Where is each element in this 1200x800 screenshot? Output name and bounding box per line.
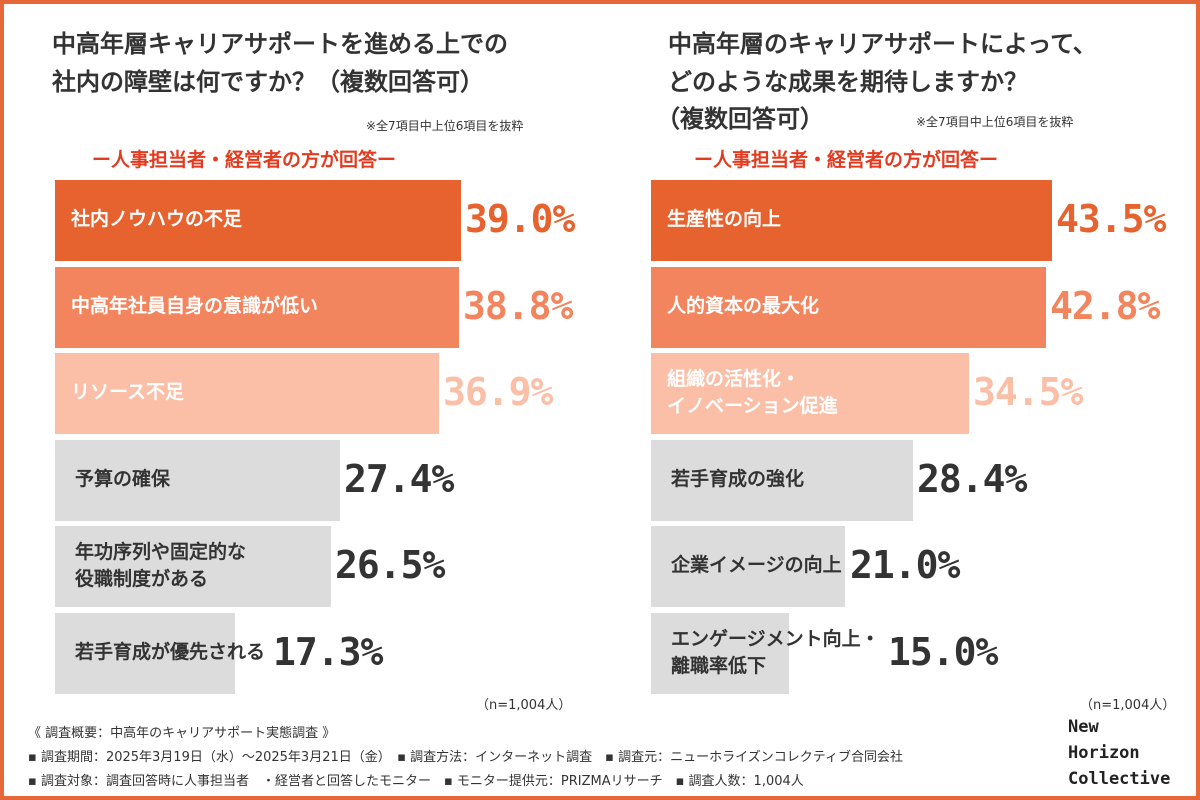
left-bar-5	[55, 526, 331, 607]
left-bar-6	[55, 613, 235, 694]
left-bar-label-4: 予算の確保	[75, 468, 171, 490]
right-bar-3	[651, 353, 969, 434]
left-bar-label-1: 社内ノウハウの不足	[71, 208, 243, 230]
left-respondent-label: ー人事担当者・経営者の方が回答ー	[92, 149, 397, 171]
right-note: ※全7項目中上位6項目を抜粋	[916, 115, 1074, 129]
right-bar-value-2: 42.8%	[1050, 283, 1160, 328]
right-bar-label-5: 企業イメージの向上	[671, 554, 842, 576]
right-bar-4	[651, 440, 913, 521]
left-question-title-line2: 社内の障壁は何ですか？（複数回答可）	[52, 68, 484, 96]
right-bar-label-6: エンゲージメント向上・ 離職率低下	[671, 627, 880, 677]
right-question-title-line2: どのような成果を期待しますか？	[668, 68, 1028, 96]
left-bar-chart: 社内ノウハウの不足 39.0% 中高年社員自身の意識が低い 38.8% リソース不足 36…	[55, 180, 595, 694]
right-bar-1	[651, 180, 1052, 261]
right-bar-label-1: 生産性の向上	[667, 208, 782, 230]
right-sample-size: （n=1,004人）	[1080, 698, 1176, 713]
right-bar-value-6: 15.0%	[888, 629, 998, 674]
survey-summary-heading: 《 調査概要：中高年のキャリアサポート実態調査 》	[28, 726, 336, 741]
left-bar-value-3: 36.9%	[443, 369, 553, 414]
left-bar-value-1: 39.0%	[465, 196, 575, 241]
right-bar-value-1: 43.5%	[1056, 196, 1166, 241]
right-bar-2	[651, 267, 1046, 348]
left-bar-value-5: 26.5%	[335, 542, 445, 587]
survey-details-line2: ▪ 調査対象：調査回答時に人事担当者 ・経営者と回答したモニター ▪ モニター提…	[28, 774, 804, 789]
left-bar-4	[55, 440, 340, 521]
left-bar-value-2: 38.8%	[463, 283, 573, 328]
left-sample-size: （n=1,004人）	[476, 698, 572, 713]
right-question-title-line3: （複数回答可）	[656, 105, 824, 133]
right-bar-6	[651, 613, 789, 694]
survey-details-line1: ▪ 調査期間：2025年3月19日（水）〜2025年3月21日（金） ▪ 調査方…	[28, 750, 903, 765]
right-bar-value-3: 34.5%	[973, 369, 1083, 414]
left-question-title-line1: 中高年層キャリアサポートを進める上での	[52, 30, 508, 58]
right-bar-value-5: 21.0%	[850, 542, 960, 587]
left-bar-label-2: 中高年社員自身の意識が低い	[71, 295, 319, 317]
left-bar-2	[55, 267, 459, 348]
left-note: ※全7項目中上位6項目を抜粋	[366, 119, 524, 133]
right-bar-label-2: 人的資本の最大化	[667, 295, 820, 317]
right-bar-5	[651, 526, 845, 607]
left-bar-3	[55, 353, 439, 434]
left-bar-1	[55, 180, 461, 261]
right-bar-label-3: 組織の活性化・ イノベーション促進	[667, 367, 838, 417]
left-bar-label-5: 年功序列や固定的な 役職制度がある	[75, 540, 247, 590]
left-bar-label-3: リソース不足	[71, 381, 185, 403]
brand-logo-line1: New	[1068, 717, 1099, 737]
right-bar-chart: 生産性の向上 43.5% 人的資本の最大化 42.8% 組織の活性化・ イノベーション促…	[651, 180, 1181, 694]
brand-logo-line3: Collective	[1068, 769, 1171, 789]
left-bar-value-6: 17.3%	[273, 629, 383, 674]
left-bar-value-4: 27.4%	[344, 456, 454, 501]
right-question-title-line1: 中高年層のキャリアサポートによって、	[668, 30, 1097, 58]
brand-logo-line2: Horizon	[1068, 743, 1140, 763]
left-bar-label-6: 若手育成が優先される	[75, 641, 266, 663]
right-bar-label-4: 若手育成の強化	[671, 468, 805, 490]
right-respondent-label: ー人事担当者・経営者の方が回答ー	[694, 149, 999, 171]
right-bar-value-4: 28.4%	[917, 456, 1027, 501]
